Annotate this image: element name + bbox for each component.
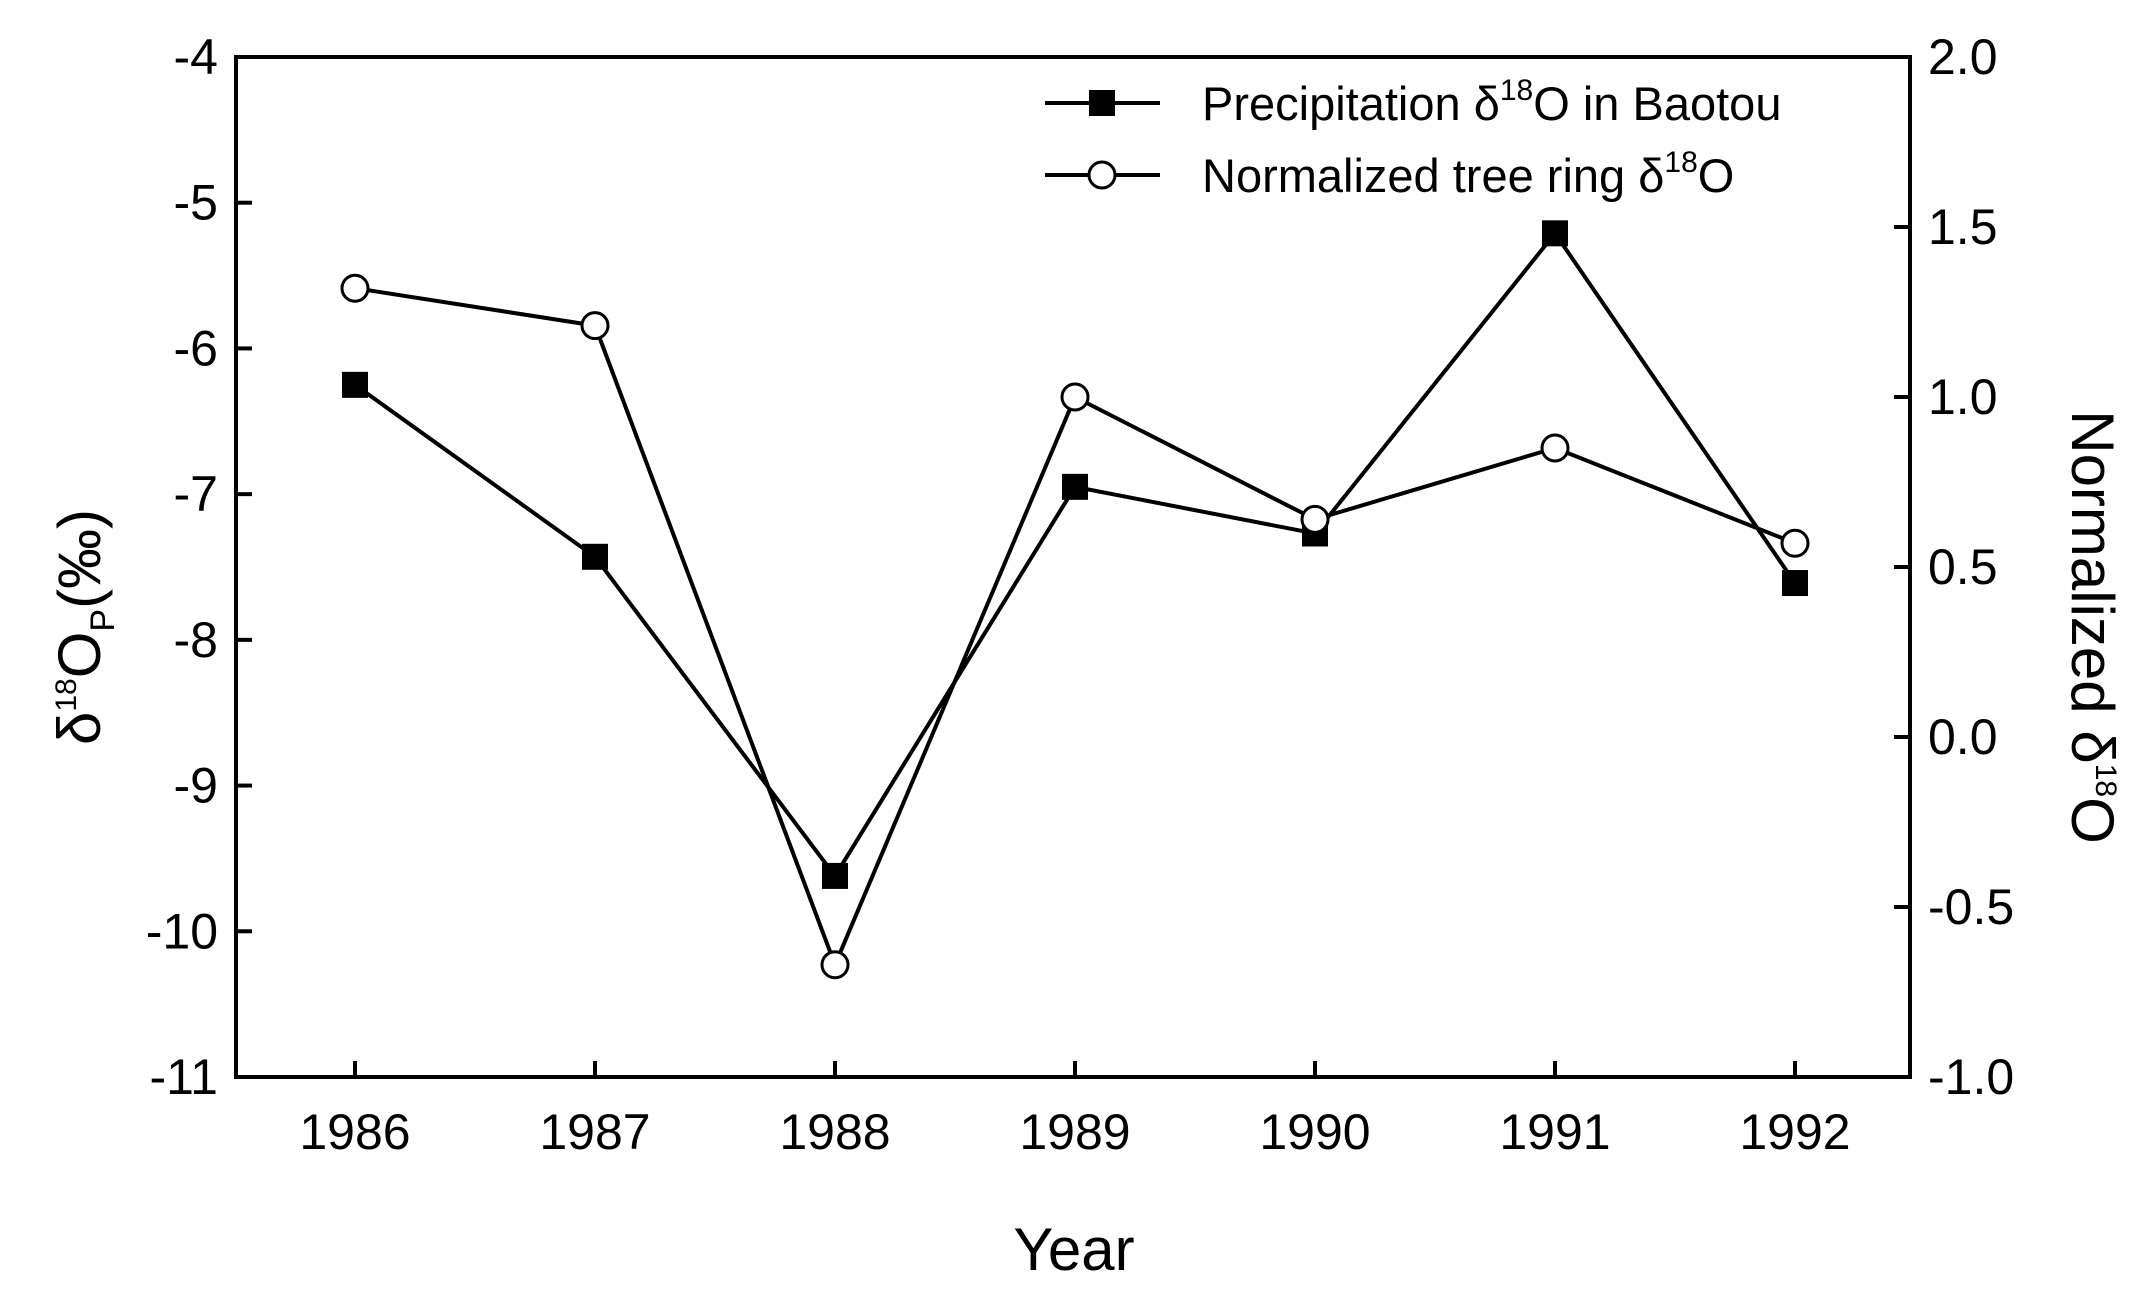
left-axis-title: δ18OP(‰) <box>46 509 122 745</box>
right-tick-label: 0.0 <box>1928 709 1998 765</box>
data-point-circle <box>1060 382 1090 412</box>
data-point-square <box>582 543 608 570</box>
series-line-0 <box>353 229 1797 880</box>
legend-label-precipitation: Precipitation δ18O in Baotou <box>1202 74 1781 130</box>
data-point-square <box>1782 570 1808 597</box>
left-tick-label: -8 <box>174 612 218 668</box>
legend: Precipitation δ18O in Baotou Normalized … <box>1045 74 1781 202</box>
left-axis: -4 -5 -6 -7 -8 -9 -10 -11 <box>146 29 252 1105</box>
x-tick-label: 1988 <box>779 1104 890 1160</box>
left-tick-label: -7 <box>174 466 218 522</box>
x-tick-label: 1991 <box>1499 1104 1610 1160</box>
legend-label-tree-ring: Normalized tree ring δ18O <box>1202 146 1734 202</box>
left-tick-label: -9 <box>174 758 218 814</box>
left-tick-label: -11 <box>149 1049 218 1105</box>
left-tick-label: -4 <box>174 29 218 85</box>
right-axis-title: Normalized δ18O <box>2059 410 2126 844</box>
data-point-square <box>822 862 848 889</box>
right-tick-label: -1.0 <box>1928 1049 2014 1105</box>
data-point-circle <box>820 950 850 980</box>
series-0 <box>342 220 1808 889</box>
data-point-circle <box>1300 504 1330 534</box>
right-tick-label: 2.0 <box>1928 29 1998 85</box>
series-layer <box>340 220 1810 980</box>
left-tick-label: -10 <box>146 903 218 959</box>
data-point-circle <box>340 273 370 303</box>
legend-marker-filled-square <box>1089 90 1115 116</box>
x-axis: 1986 1987 1988 1989 1990 1991 1992 <box>299 1061 1851 1160</box>
data-point-square <box>1062 473 1088 500</box>
data-point-circle <box>1540 433 1570 463</box>
x-tick-label: 1990 <box>1259 1104 1370 1160</box>
x-tick-label: 1986 <box>299 1104 410 1160</box>
data-point-circle <box>1780 528 1810 558</box>
plot-frame <box>234 55 1912 1079</box>
right-tick-label: -0.5 <box>1928 879 2014 935</box>
right-tick-label: 0.5 <box>1928 539 1998 595</box>
x-tick-label: 1987 <box>539 1104 650 1160</box>
series-1 <box>340 273 1810 980</box>
data-point-circle <box>580 311 610 341</box>
plot-border <box>234 55 1912 1079</box>
right-tick-label: 1.5 <box>1928 199 1998 255</box>
x-axis-title: Year <box>1013 1216 1134 1283</box>
legend-marker-open-circle <box>1087 160 1117 190</box>
data-point-square <box>1542 220 1568 247</box>
right-tick-label: 1.0 <box>1928 369 1998 425</box>
x-tick-label: 1992 <box>1739 1104 1850 1160</box>
right-axis: 2.0 1.5 1.0 0.5 0.0 -0.5 -1.0 <box>1894 29 2014 1105</box>
left-tick-label: -5 <box>174 175 218 231</box>
data-point-square <box>342 371 368 398</box>
x-tick-label: 1989 <box>1019 1104 1130 1160</box>
left-tick-label: -6 <box>174 320 218 376</box>
